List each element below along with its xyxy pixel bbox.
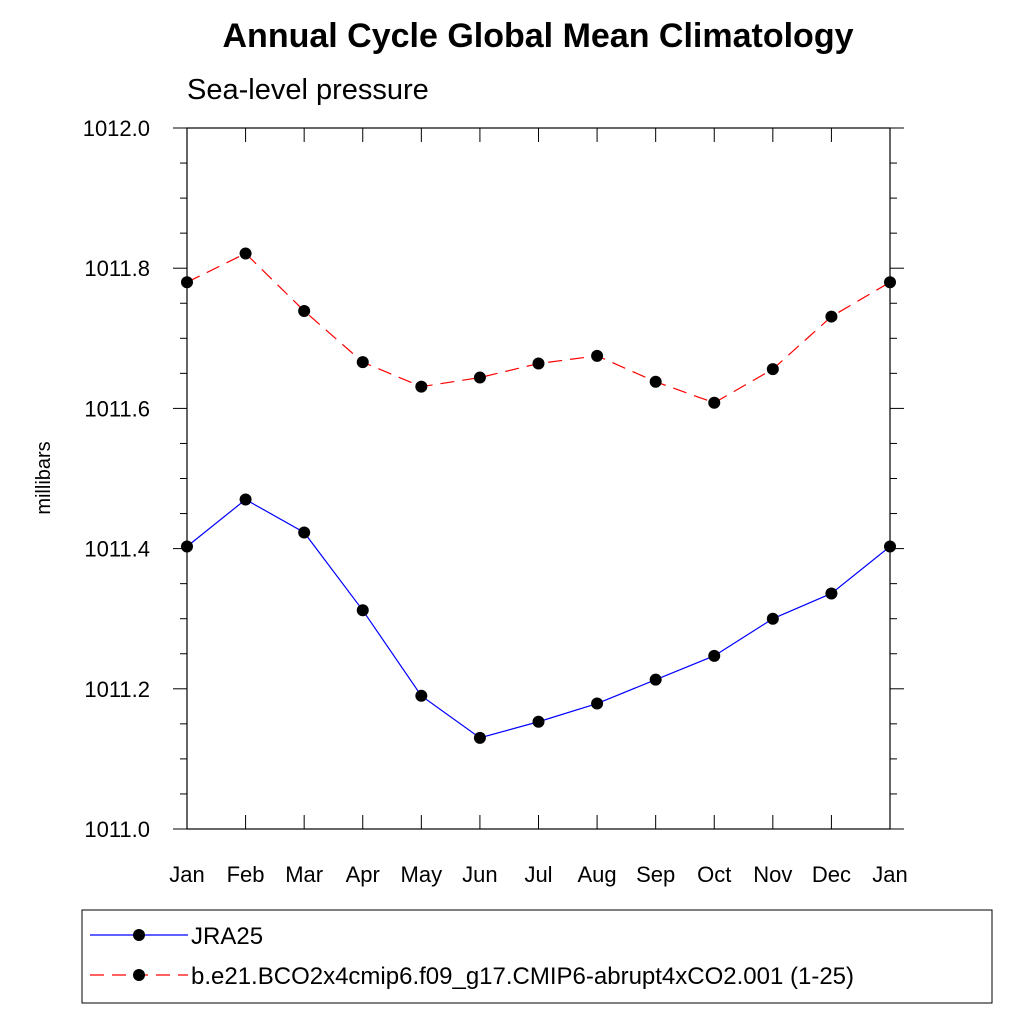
- legend-marker-1: [133, 929, 145, 941]
- y-tick-label: 1011.4: [84, 537, 150, 562]
- x-tick-label: Sep: [636, 862, 675, 887]
- x-tick-label: Aug: [578, 862, 617, 887]
- series-2-point: [181, 276, 193, 289]
- series-1-point: [415, 689, 428, 702]
- y-tick-label: 1012.0: [83, 116, 150, 141]
- series-2-point: [532, 357, 545, 370]
- x-tick-label: Jan: [872, 862, 907, 887]
- series-1-point: [532, 715, 545, 728]
- series-1-point: [181, 540, 193, 553]
- y-tick-label: 1011.0: [84, 817, 150, 842]
- x-tick-label: Jun: [462, 862, 497, 887]
- x-tick-label: Jan: [169, 862, 204, 887]
- series-1-point: [766, 612, 779, 625]
- axis-ticks: [173, 127, 904, 830]
- series-2-point: [239, 247, 252, 260]
- series-1-point: [591, 697, 604, 710]
- series-2-point: [591, 349, 604, 362]
- series-1-point: [708, 649, 721, 662]
- legend: JRA25 b.e21.BCO2x4cmip6.f09_g17.CMIP6-abr…: [90, 923, 854, 990]
- series-2-point: [649, 375, 662, 388]
- y-tick-label: 1011.8: [84, 256, 150, 281]
- series-layer: [181, 247, 896, 744]
- series-1-point: [884, 540, 896, 553]
- x-tick-label: Jul: [524, 862, 552, 887]
- series-2-point: [708, 396, 721, 409]
- series-2-point: [298, 304, 311, 317]
- legend-box: [81, 909, 993, 1004]
- series-1-point: [356, 604, 369, 617]
- series-2-point: [825, 310, 838, 323]
- chart-subtitle: Sea-level pressure: [187, 74, 429, 106]
- series-line-1: [186, 498, 891, 739]
- series-2-point: [356, 356, 369, 369]
- x-tick-label: Dec: [812, 862, 851, 887]
- x-tick-label: Apr: [346, 862, 380, 887]
- legend-label-2: b.e21.BCO2x4cmip6.f09_g17.CMIP6-abrupt4x…: [191, 963, 854, 990]
- series-1-point: [473, 731, 486, 744]
- y-axis-label: millibars: [33, 441, 55, 514]
- x-tick-label: May: [401, 862, 443, 887]
- series-1-point: [239, 493, 252, 506]
- series-2-point: [766, 363, 779, 376]
- legend-marker-2: [133, 969, 145, 981]
- series-1-point: [298, 526, 311, 539]
- x-tick-label: Feb: [227, 862, 265, 887]
- legend-label-1: JRA25: [191, 923, 263, 950]
- x-tick-label: Oct: [697, 862, 731, 887]
- series-2-point: [473, 371, 486, 384]
- series-1-point: [825, 587, 838, 600]
- axis-tick-labels: Jan Feb Mar Apr May Jun Jul Aug Sep Oct Nov Dec Jan 1…: [83, 116, 908, 887]
- x-tick-label: Mar: [285, 862, 323, 887]
- y-tick-label: 1011.2: [84, 677, 150, 702]
- x-tick-label: Nov: [753, 862, 792, 887]
- y-tick-label: 1011.6: [84, 396, 150, 421]
- chart-title: Annual Cycle Global Mean Climatology: [223, 17, 854, 55]
- series-line-2: [186, 252, 891, 404]
- series-1-point: [649, 673, 662, 686]
- series-2-point: [884, 276, 896, 289]
- series-2-point: [415, 380, 428, 393]
